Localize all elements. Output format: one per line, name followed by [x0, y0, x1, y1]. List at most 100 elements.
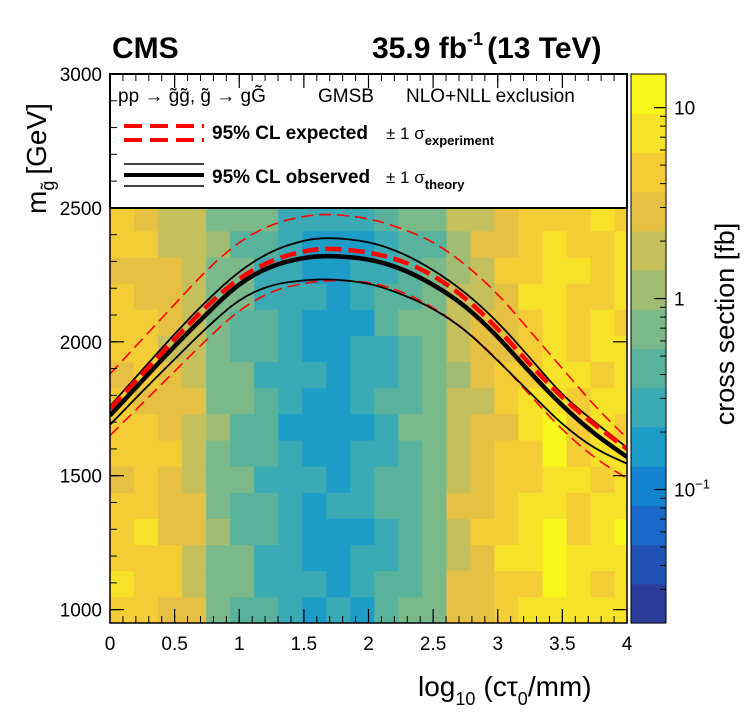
heatmap-cell [494, 413, 519, 441]
heatmap-cell [542, 492, 568, 519]
color-bar-step [631, 283, 666, 297]
heatmap-cell [134, 283, 159, 310]
heatmap-cell [110, 413, 135, 441]
heatmap-cell [158, 544, 183, 572]
heatmap-cell [614, 204, 627, 232]
color-bar-step [631, 309, 666, 323]
heatmap-cell [518, 492, 544, 519]
heatmap-cell [590, 204, 616, 232]
heatmap-cell [470, 518, 495, 546]
color-bar-step [631, 126, 666, 140]
heatmap-cell [494, 440, 519, 467]
color-bar-step [631, 583, 666, 598]
color-bar-step [631, 413, 666, 428]
heatmap-cell [422, 204, 447, 232]
heatmap-cell [590, 387, 616, 415]
heatmap-cell [566, 335, 592, 363]
x-axis-label: log10 (cτ0/mm) [418, 671, 592, 709]
heatmap-cell [302, 570, 327, 598]
heatmap-cell [518, 440, 544, 467]
heatmap-cell [206, 570, 231, 598]
x-tick-label: 3 [492, 634, 503, 655]
heatmap-cell [374, 466, 399, 493]
x-axis: 0 0.5 1 1.5 2 2.5 3 3.5 4 [105, 74, 633, 655]
exclusion-curves [110, 213, 627, 480]
heatmap-cell [302, 309, 327, 336]
heatmap-cell [446, 335, 471, 363]
heatmap-cell [254, 335, 279, 363]
heatmap-cell [134, 335, 159, 363]
heatmap-cell [110, 204, 135, 232]
color-bar-step [631, 322, 666, 337]
heatmap-cell [566, 596, 592, 623]
heatmap-cell [566, 204, 592, 232]
heatmap-cell [374, 596, 399, 623]
heatmap-cell [302, 387, 327, 415]
heatmap-cell [134, 309, 159, 336]
heatmap-cell [278, 466, 303, 493]
heatmap-cell [278, 544, 303, 572]
heatmap-cell [278, 361, 303, 389]
heatmap-cell [398, 413, 423, 441]
legend-expected-unc: ± 1 σexperiment [386, 124, 495, 148]
heatmap-cell [470, 544, 495, 572]
legend-observed-sigma: ± 1 σ [386, 168, 425, 187]
x-tick-label: 2.5 [420, 634, 446, 655]
heatmap-cell [158, 440, 183, 467]
heatmap-cell [590, 283, 616, 310]
heatmap-cell [350, 361, 375, 389]
heatmap-cell [278, 335, 303, 363]
energy-label: (13 TeV) [487, 32, 601, 65]
heatmap-cell [206, 596, 231, 623]
curve-expected-up [110, 213, 627, 439]
heatmap-cell [230, 570, 255, 598]
heatmap-cell [230, 440, 255, 467]
color-bar-step [631, 596, 666, 611]
x-tick-label: 2 [363, 634, 374, 655]
legend-observed-sub: theory [425, 177, 466, 192]
heatmap-cell [278, 309, 303, 336]
heatmap-cell [302, 335, 327, 363]
heatmap-cell [374, 518, 399, 546]
lumi-exponent: -1 [467, 29, 483, 49]
color-bar-step [631, 361, 666, 376]
heatmap-cell [518, 204, 544, 232]
legend-expected-sub: experiment [425, 133, 495, 148]
heatmap-cell [230, 309, 255, 336]
y-label-sub: g̃ [38, 181, 58, 191]
heatmap-cell [614, 230, 627, 258]
y-tick-label: 3000 [60, 65, 102, 86]
heatmap-cell [230, 544, 255, 572]
legend: pp → g̃g̃, g̃ → gG̃ GMSB NLO+NLL exclusi… [118, 85, 575, 192]
heatmap-cell [110, 309, 135, 336]
heatmap-cell [422, 544, 447, 572]
color-bar-step [631, 531, 666, 546]
heatmap-cell [110, 230, 135, 258]
x-tick-label: 4 [622, 634, 633, 655]
heatmap-cell [206, 466, 231, 493]
heatmap-cell [302, 596, 327, 623]
heatmap-cell [110, 518, 135, 546]
legend-process: pp → g̃g̃, g̃ → gG̃ [118, 85, 266, 107]
heatmap-cell [182, 257, 207, 284]
heatmap-cell [230, 466, 255, 493]
x-tick-label: 1 [234, 634, 245, 655]
heatmap-cell [494, 596, 519, 623]
heatmap-cell [470, 204, 495, 232]
heatmap-cell [494, 230, 519, 258]
heatmap-cell [326, 440, 351, 467]
heatmap-cell [398, 492, 423, 519]
heatmap-cell [590, 361, 616, 389]
color-bar-step [631, 400, 666, 415]
heatmap-cell [158, 257, 183, 284]
heatmap-cell [326, 387, 351, 415]
heatmap-cell [326, 466, 351, 493]
heatmap-cell [254, 309, 279, 336]
heatmap-cell [326, 361, 351, 389]
heatmap-cell [326, 492, 351, 519]
heatmap-cell [182, 596, 207, 623]
x-label-sub2: 0 [518, 689, 528, 709]
heatmap-cell [230, 230, 255, 258]
lumi-value: 35.9 fb [372, 32, 467, 65]
